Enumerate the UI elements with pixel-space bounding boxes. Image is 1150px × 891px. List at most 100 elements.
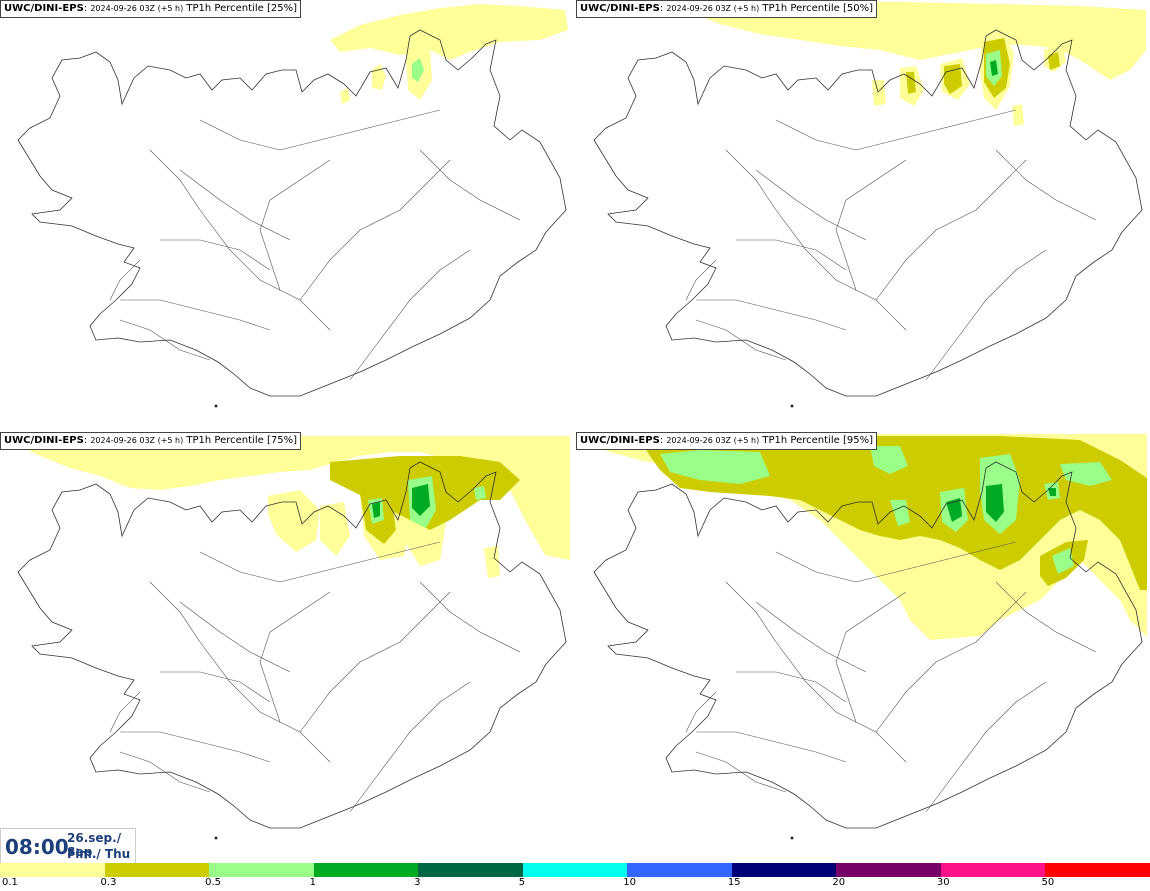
road-line bbox=[835, 159, 907, 291]
road-line bbox=[160, 671, 271, 703]
road-line bbox=[120, 299, 271, 331]
road-line bbox=[925, 681, 1047, 813]
panel-header: UWC/DINI-EPS: 2024-09-26 03Z (+5 h) TP1h… bbox=[0, 0, 301, 18]
valid-date-line1: 26.sep./ Sep bbox=[67, 831, 122, 859]
legend-color-swatch bbox=[627, 863, 733, 877]
road-line bbox=[419, 581, 521, 653]
precip-area bbox=[906, 72, 916, 94]
road-line bbox=[875, 159, 1027, 301]
road-line bbox=[419, 149, 521, 221]
legend-tick-label: 50 bbox=[1041, 877, 1055, 888]
precip-area bbox=[990, 60, 998, 76]
road-line bbox=[695, 751, 787, 793]
road-line bbox=[119, 319, 211, 361]
island-dot bbox=[214, 404, 218, 408]
precip-area bbox=[1060, 462, 1112, 486]
road-line bbox=[179, 601, 291, 673]
road-line bbox=[755, 169, 867, 241]
island-dot bbox=[790, 836, 794, 840]
road-line bbox=[685, 691, 717, 733]
road-line bbox=[259, 591, 331, 723]
legend-tick-label: 20 bbox=[832, 877, 846, 888]
precip-area bbox=[412, 484, 430, 516]
precip-map-p95 bbox=[576, 434, 1147, 840]
precip-layer bbox=[330, 4, 568, 104]
map-panel-p25: UWC/DINI-EPS: 2024-09-26 03Z (+5 h) TP1h… bbox=[0, 0, 571, 428]
road-line bbox=[199, 109, 441, 151]
precip-area bbox=[660, 450, 770, 484]
iceland-coastline bbox=[17, 29, 567, 397]
legend-tick-label: 10 bbox=[623, 877, 636, 888]
legend-color-swatch bbox=[313, 863, 419, 877]
legend-tick-label: 0.3 bbox=[100, 877, 117, 888]
legend-color-swatch bbox=[209, 863, 315, 877]
precip-area bbox=[330, 4, 568, 60]
legend-tick-label: 5 bbox=[518, 877, 526, 888]
road-line bbox=[925, 249, 1047, 381]
product-name: TP1h Percentile [75%] bbox=[186, 435, 297, 446]
model-name: UWC/DINI-EPS bbox=[4, 3, 84, 14]
legend-tick-label: 3 bbox=[414, 877, 421, 888]
run-date: 2024-09-26 03Z (+5 h) bbox=[90, 436, 184, 445]
precip-map-p75 bbox=[0, 436, 570, 840]
model-name: UWC/DINI-EPS bbox=[580, 435, 660, 446]
legend-color-swatch bbox=[731, 863, 837, 877]
road-line bbox=[685, 259, 717, 301]
precip-area bbox=[474, 486, 486, 500]
legend-tick-label: 1 bbox=[309, 877, 316, 888]
road-line bbox=[755, 601, 867, 673]
valid-time: 08:00 bbox=[5, 835, 69, 859]
road-line bbox=[299, 591, 451, 733]
road-line bbox=[995, 149, 1097, 221]
road-line bbox=[349, 681, 471, 813]
road-line bbox=[349, 249, 471, 381]
product-name: TP1h Percentile [50%] bbox=[762, 3, 873, 14]
valid-date-line2: Fim./ Thu bbox=[67, 847, 131, 861]
road-line bbox=[736, 671, 847, 703]
road-line bbox=[299, 159, 451, 301]
road-line bbox=[120, 731, 271, 763]
precip-area bbox=[1048, 488, 1056, 496]
precip-area bbox=[372, 502, 380, 518]
legend-tick-label: 30 bbox=[936, 877, 950, 888]
precip-area bbox=[1052, 548, 1074, 574]
road-line bbox=[736, 239, 847, 271]
precip-area bbox=[680, 2, 1146, 80]
product-name: TP1h Percentile [25%] bbox=[186, 3, 297, 14]
panel-header: UWC/DINI-EPS: 2024-09-26 03Z (+5 h) TP1h… bbox=[576, 0, 877, 18]
run-date: 2024-09-26 03Z (+5 h) bbox=[666, 436, 760, 445]
precip-legend: 0.1 0.3 0.5 1 3 5 10 15 20 30 50 bbox=[0, 863, 1150, 891]
model-name: UWC/DINI-EPS bbox=[580, 3, 660, 14]
map-panel-p75: UWC/DINI-EPS: 2024-09-26 03Z (+5 h) TP1h… bbox=[0, 432, 571, 860]
precip-area bbox=[340, 88, 350, 104]
precip-area bbox=[870, 446, 908, 474]
precip-layer bbox=[0, 436, 570, 578]
legend-color-swatch bbox=[522, 863, 628, 877]
model-name: UWC/DINI-EPS bbox=[4, 435, 84, 446]
legend-tick-label: 0.1 bbox=[2, 877, 18, 888]
legend-tick-label: 0.5 bbox=[205, 877, 221, 888]
run-date: 2024-09-26 03Z (+5 h) bbox=[90, 4, 184, 13]
road-line bbox=[995, 581, 1097, 653]
precip-area bbox=[1048, 52, 1060, 70]
legend-color-swatch bbox=[1045, 863, 1150, 877]
legend-color-swatch bbox=[418, 863, 524, 877]
map-panel-p50: UWC/DINI-EPS: 2024-09-26 03Z (+5 h) TP1h… bbox=[576, 0, 1147, 428]
island-dot bbox=[790, 404, 794, 408]
map-panel-p95: UWC/DINI-EPS: 2024-09-26 03Z (+5 h) TP1h… bbox=[576, 432, 1147, 860]
legend-color-swatch bbox=[836, 863, 942, 877]
road-line bbox=[835, 591, 907, 723]
road-line bbox=[179, 169, 291, 241]
road-line bbox=[119, 751, 211, 793]
road-line bbox=[696, 731, 847, 763]
road-line bbox=[109, 691, 141, 733]
road-line bbox=[199, 541, 441, 583]
precip-map-p50 bbox=[593, 2, 1146, 408]
precip-area bbox=[268, 490, 320, 552]
precip-area bbox=[872, 80, 886, 106]
island-dot bbox=[214, 836, 218, 840]
panel-header: UWC/DINI-EPS: 2024-09-26 03Z (+5 h) TP1h… bbox=[0, 432, 301, 450]
precip-area bbox=[484, 546, 500, 578]
product-name: TP1h Percentile [95%] bbox=[762, 435, 873, 446]
iceland-coastline bbox=[593, 461, 1143, 829]
